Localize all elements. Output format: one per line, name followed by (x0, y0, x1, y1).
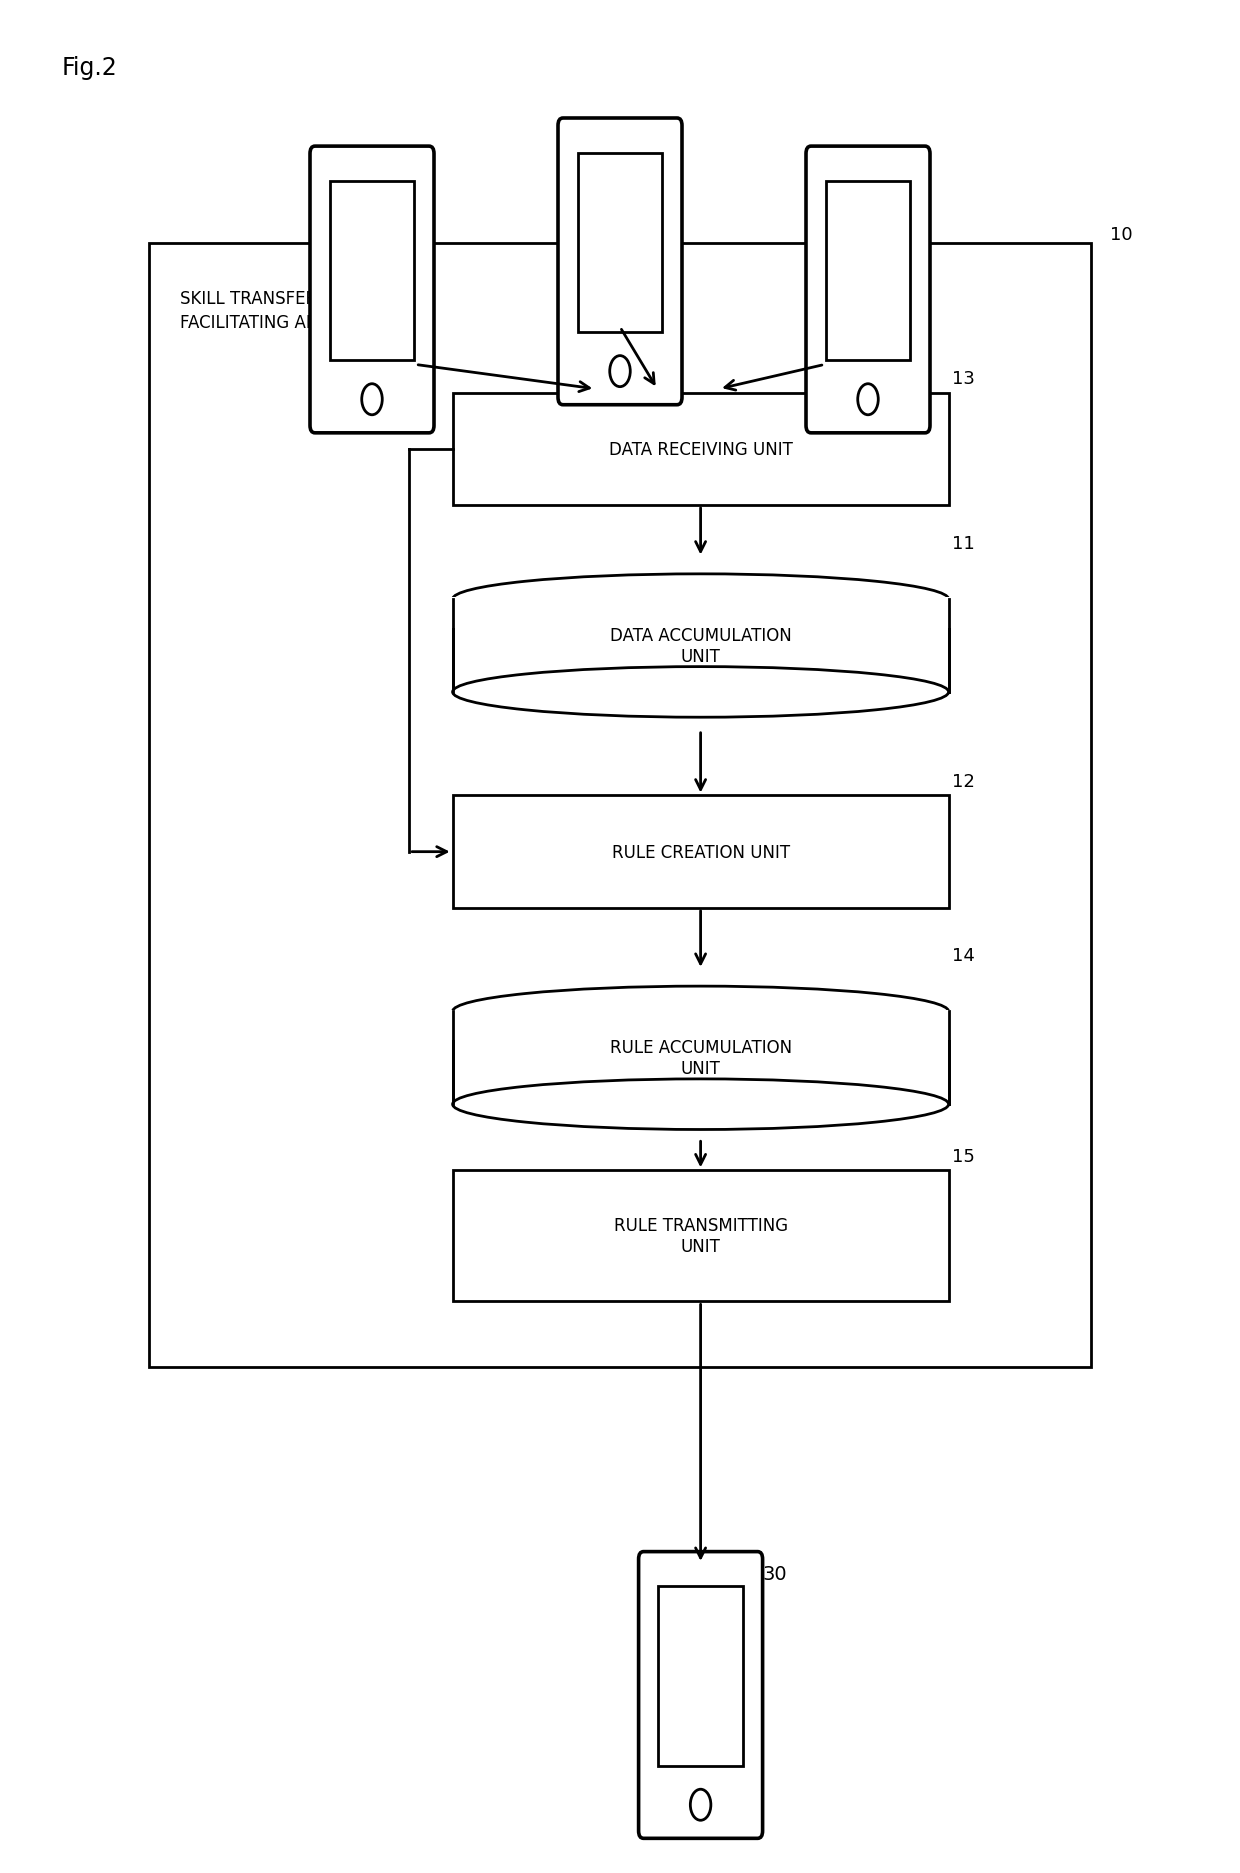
FancyBboxPatch shape (806, 148, 930, 435)
Bar (446, 597, 955, 629)
Text: 15: 15 (952, 1146, 975, 1165)
Text: 11: 11 (952, 534, 975, 553)
Ellipse shape (453, 1079, 949, 1129)
Bar (453, 393, 949, 506)
Text: SKILL TRANSFER
FACILITATING APPARATUS: SKILL TRANSFER FACILITATING APPARATUS (180, 290, 391, 332)
Text: 30: 30 (763, 1564, 787, 1583)
Circle shape (691, 1789, 711, 1821)
Text: RULE CREATION UNIT: RULE CREATION UNIT (611, 843, 790, 862)
Text: RULE ACCUMULATION
UNIT: RULE ACCUMULATION UNIT (610, 1040, 791, 1077)
Bar (149, 243, 1091, 1367)
Text: 14: 14 (952, 946, 975, 965)
FancyBboxPatch shape (639, 1551, 763, 1839)
Bar (453, 1171, 949, 1302)
Circle shape (362, 384, 382, 416)
Circle shape (858, 384, 878, 416)
Text: RULE TRANSMITTING
UNIT: RULE TRANSMITTING UNIT (614, 1217, 787, 1255)
Text: 10: 10 (1110, 225, 1132, 243)
Text: DATA RECEIVING UNIT: DATA RECEIVING UNIT (609, 440, 792, 459)
Text: 12: 12 (952, 772, 975, 790)
FancyBboxPatch shape (310, 148, 434, 435)
Bar (453, 1011, 949, 1105)
Ellipse shape (453, 987, 949, 1038)
FancyBboxPatch shape (558, 120, 682, 406)
Circle shape (610, 356, 630, 388)
Bar (330, 182, 414, 361)
Bar (453, 796, 949, 908)
Text: 20: 20 (862, 178, 887, 197)
Bar (446, 1010, 955, 1041)
Bar (826, 182, 910, 361)
Text: DATA ACCUMULATION
UNIT: DATA ACCUMULATION UNIT (610, 627, 791, 665)
Text: 20: 20 (614, 150, 639, 169)
Ellipse shape (453, 667, 949, 717)
Bar (578, 154, 662, 333)
Bar (658, 1586, 743, 1766)
Ellipse shape (453, 575, 949, 626)
Text: 13: 13 (952, 369, 975, 388)
Text: 20: 20 (366, 178, 391, 197)
Bar (453, 599, 949, 693)
Text: Fig.2: Fig.2 (62, 56, 118, 81)
